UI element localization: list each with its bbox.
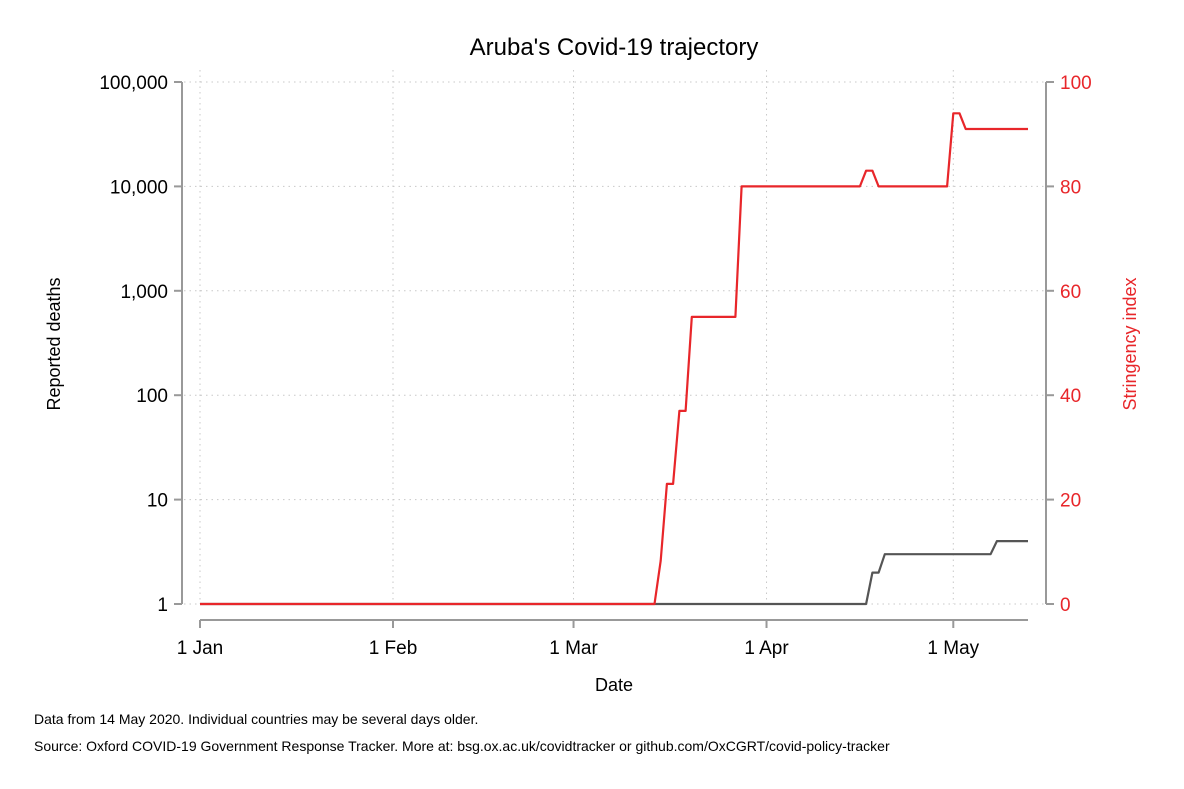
x-tick-label: 1 Jan bbox=[177, 638, 223, 659]
series-deaths-line bbox=[200, 539, 1028, 606]
y-left-tick-label: 1,000 bbox=[120, 282, 168, 303]
y-right-tick-label: 20 bbox=[1060, 491, 1081, 512]
x-tick-label: 1 May bbox=[927, 638, 979, 659]
series-layer bbox=[200, 112, 1028, 606]
y-right-tick-label: 80 bbox=[1060, 177, 1081, 198]
x-tick-label: 1 Apr bbox=[744, 638, 789, 659]
y-right-tick-label: 40 bbox=[1060, 386, 1081, 407]
footnote-data-date: Data from 14 May 2020. Individual countr… bbox=[34, 711, 479, 727]
y-left-tick-label: 10,000 bbox=[110, 177, 168, 198]
y-axis-left-label: Reported deaths bbox=[44, 277, 64, 410]
series-stringency-line bbox=[200, 112, 1028, 606]
y-left-tick-label: 100,000 bbox=[99, 73, 168, 94]
y-right-tick-label: 100 bbox=[1060, 73, 1092, 94]
x-tick-label: 1 Mar bbox=[549, 638, 598, 659]
x-axis-label: Date bbox=[595, 675, 633, 695]
chart-title: Aruba's Covid-19 trajectory bbox=[470, 34, 759, 61]
y-left-tick-label: 100 bbox=[136, 386, 168, 407]
footnote-source: Source: Oxford COVID-19 Government Respo… bbox=[34, 738, 890, 754]
grid bbox=[184, 70, 1046, 605]
y-right-tick-label: 0 bbox=[1060, 595, 1071, 616]
y-left-tick-label: 1 bbox=[157, 595, 168, 616]
y-axis-right-label: Stringency index bbox=[1120, 277, 1140, 410]
y-left-tick-label: 10 bbox=[147, 491, 168, 512]
y-right-tick-label: 60 bbox=[1060, 282, 1081, 303]
x-tick-label: 1 Feb bbox=[369, 638, 418, 659]
axes: 1 10 100 1,000 10,000 100,000 0 20 40 60 80 100 1 Ja… bbox=[99, 73, 1091, 659]
